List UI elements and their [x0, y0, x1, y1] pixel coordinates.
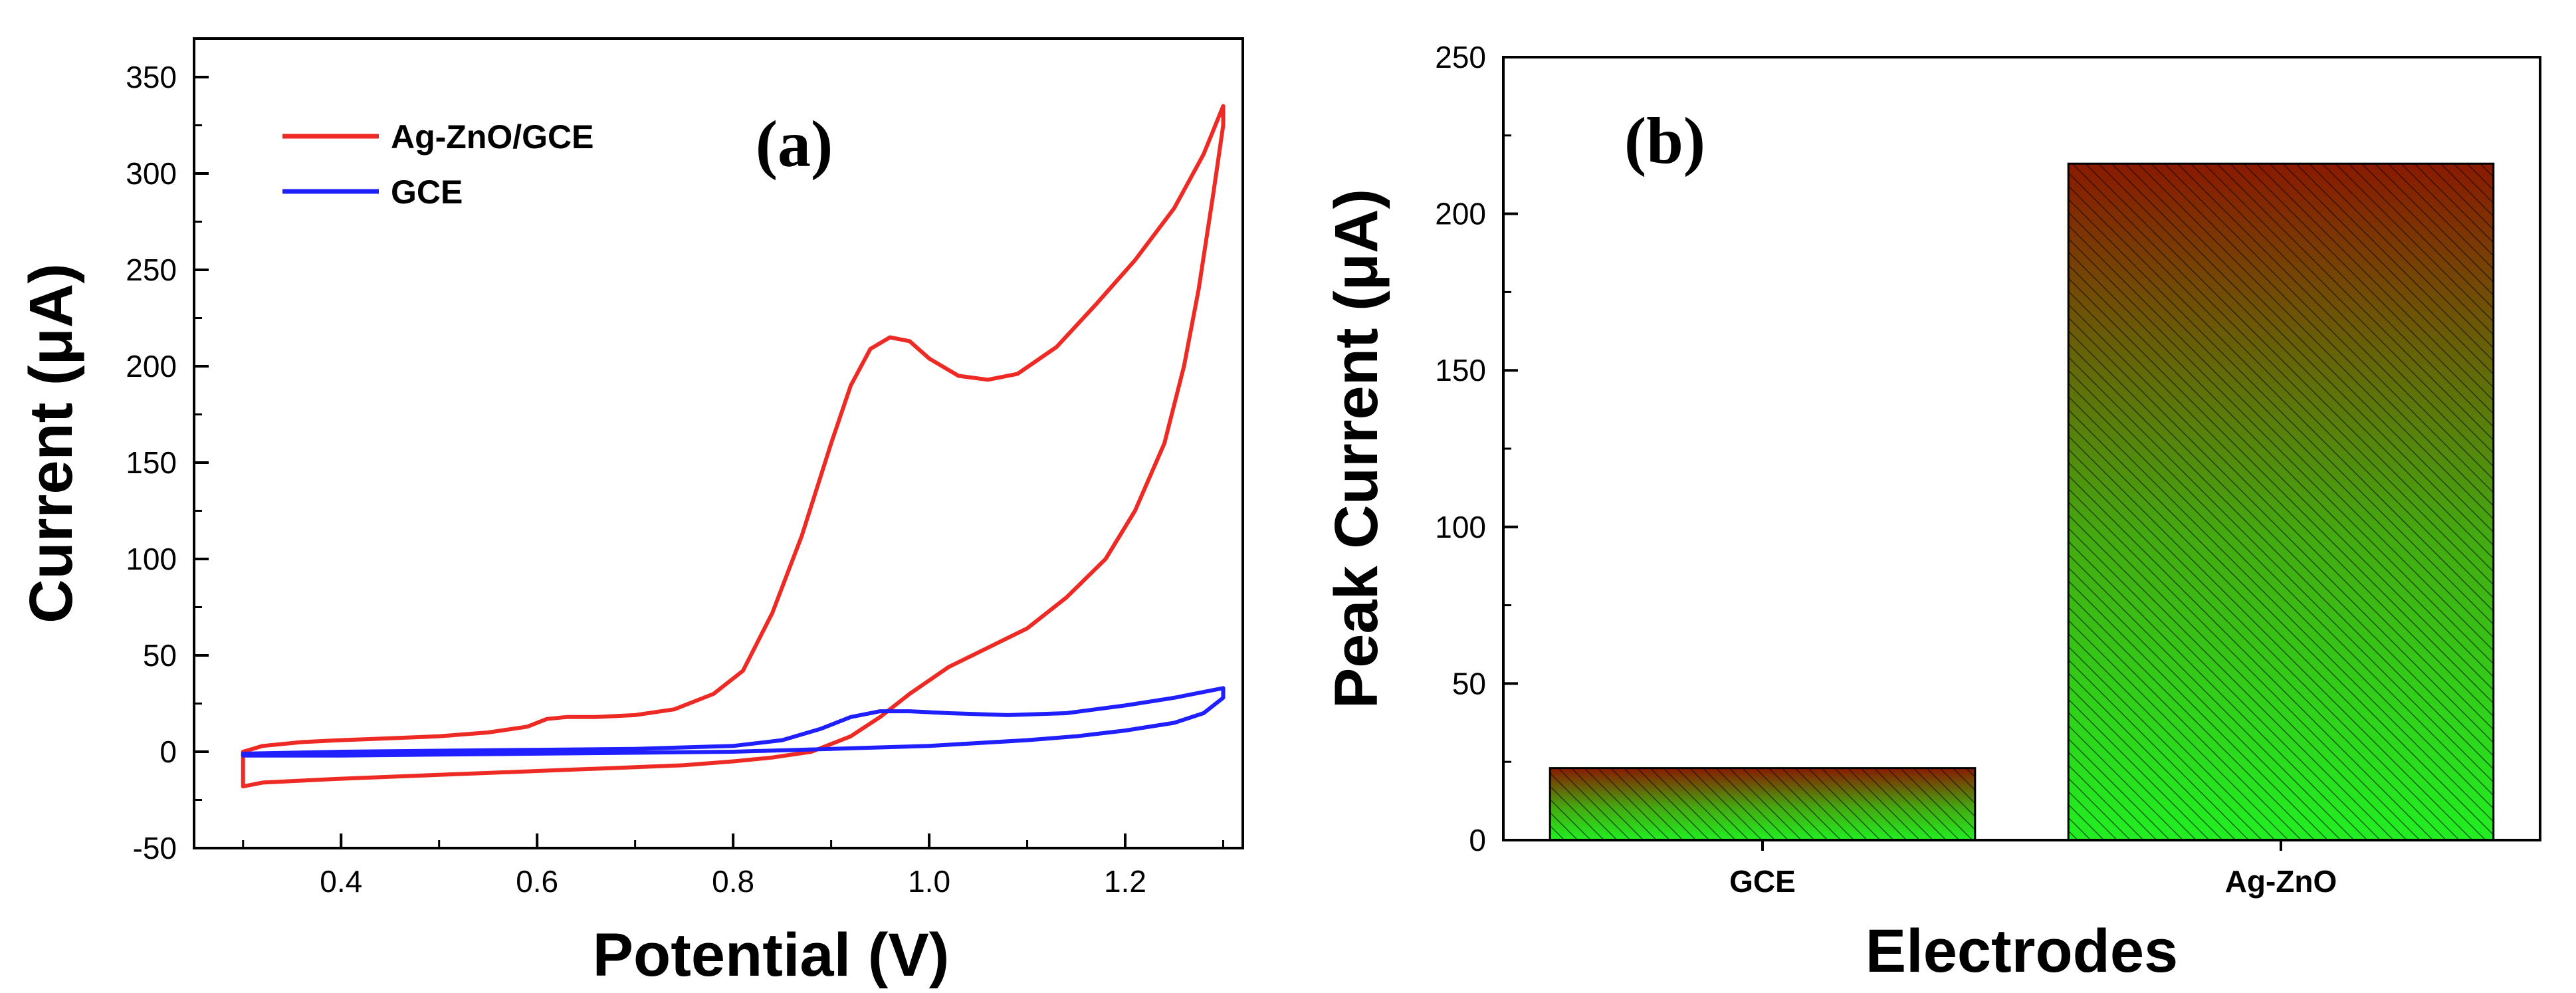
y-tick-label: 50 [143, 638, 177, 673]
panel-a-x-tick-labels: 0.4 0.6 0.8 1.0 1.2 [320, 864, 1146, 899]
panel-b-x-axis-title: Electrodes [1866, 917, 2178, 985]
panel-a-x-axis-title: Potential (V) [593, 921, 950, 989]
bar-hatch-ag-zno [2068, 164, 2494, 840]
panel-a-label: (a) [756, 107, 833, 181]
series-line-ag-zno-gce [241, 104, 1226, 789]
panel-b-label: (b) [1624, 104, 1705, 177]
y-tick-label: -50 [133, 831, 177, 865]
y-tick-label: 50 [1452, 666, 1486, 701]
y-tick-label: 300 [126, 156, 177, 191]
x-tick-label: 1.0 [908, 864, 950, 899]
panel-a-frame [193, 37, 1244, 849]
panel-a-series [241, 104, 1226, 789]
y-tick-label: 0 [160, 734, 177, 769]
panel-b-frame [1502, 56, 2541, 841]
x-tick-label: 0.4 [320, 864, 362, 899]
y-tick-label: 350 [126, 60, 177, 94]
y-tick-label: 100 [126, 542, 177, 576]
legend-label-gce: GCE [391, 173, 463, 211]
x-tick-label-gce: GCE [1729, 864, 1796, 899]
panel-a: 0.4 0.6 0.8 1.0 1.2 -50 0 50 100 150 200 250 300 350… [17, 37, 1244, 989]
y-tick-label: 100 [1435, 510, 1486, 544]
bar-hatch-gce [1550, 768, 1975, 840]
panel-b-y-axis-title: Peak Current (μA) [1323, 189, 1390, 709]
panel-b-y-tick-labels: 0 50 100 150 200 250 [1435, 40, 1486, 857]
y-tick-label: 150 [1435, 353, 1486, 387]
panel-a-y-axis-title: Current (μA) [17, 263, 85, 623]
y-tick-label: 200 [1435, 197, 1486, 231]
x-tick-label: 0.6 [516, 864, 558, 899]
panel-b: GCE Ag-ZnO 0 50 100 150 200 250 (b) Electrodes… [1323, 40, 2541, 985]
x-tick-label: 0.8 [712, 864, 754, 899]
panel-a-legend: Ag-ZnO/GCE GCE [282, 118, 594, 211]
y-tick-label: 250 [126, 253, 177, 287]
panel-b-bars [1549, 162, 2495, 841]
y-tick-label: 150 [126, 445, 177, 480]
x-tick-label-ag-zno: Ag-ZnO [2225, 864, 2337, 899]
panel-a-y-tick-labels: -50 0 50 100 150 200 250 300 350 [126, 60, 177, 865]
y-tick-label: 250 [1435, 40, 1486, 74]
series-line-gce [241, 686, 1226, 758]
panel-b-x-tick-labels: GCE Ag-ZnO [1729, 864, 2337, 899]
y-tick-label: 0 [1469, 823, 1486, 857]
y-tick-label: 200 [126, 349, 177, 384]
legend-label-ag-zno: Ag-ZnO/GCE [391, 118, 594, 156]
x-tick-label: 1.2 [1104, 864, 1146, 899]
